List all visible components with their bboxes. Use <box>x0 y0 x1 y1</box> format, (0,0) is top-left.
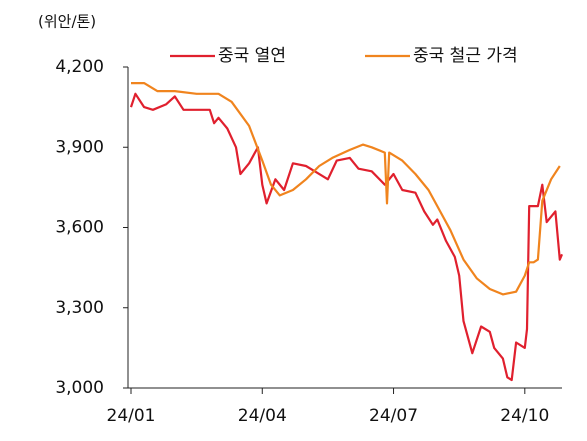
x-tick-label: 24/07 <box>369 406 418 426</box>
x-tick-label: 24/04 <box>238 406 287 426</box>
legend-label: 중국 열연 <box>218 46 286 66</box>
line-series <box>131 82 561 296</box>
y-tick-label: 3,000 <box>55 378 104 398</box>
y-tick-label: 3,300 <box>55 298 104 318</box>
y-tick-label: 3,600 <box>55 218 104 238</box>
unit-label: (위안/톤) <box>38 13 96 31</box>
x-tick-label: 24/10 <box>500 406 549 426</box>
line-series <box>129 92 564 382</box>
legend-label: 중국 철근 가격 <box>413 46 518 66</box>
y-tick-label: 3,900 <box>55 137 104 157</box>
y-tick-label: 4,200 <box>55 57 104 77</box>
x-tick-label: 24/01 <box>107 406 156 426</box>
